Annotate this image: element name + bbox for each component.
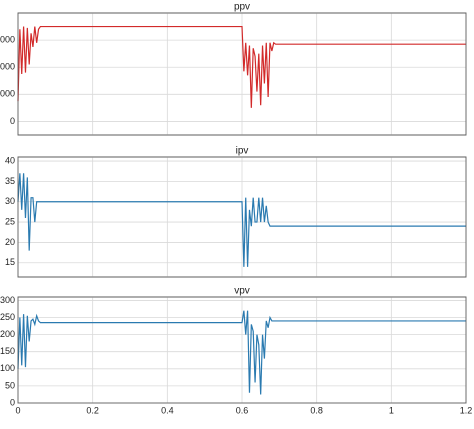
y-tick-label: 40 <box>5 155 15 165</box>
y-tick-label: 2000 <box>0 89 15 99</box>
x-tick-label: 0.6 <box>236 405 249 415</box>
y-tick-label: 50 <box>5 380 15 390</box>
y-tick-label: 30 <box>5 196 15 206</box>
y-tick-label: 300 <box>0 295 15 305</box>
data-line <box>17 25 466 108</box>
chart-title: ppv <box>234 2 250 13</box>
x-tick-label: 0 <box>15 405 20 415</box>
plot-border <box>17 12 467 136</box>
y-tick-label: 6000 <box>0 34 15 44</box>
chart-title: ipv <box>236 146 249 157</box>
y-tick-label: 200 <box>0 329 15 339</box>
x-tick-label: 1 <box>389 405 394 415</box>
y-tick-label: 0 <box>10 116 15 126</box>
y-tick-label: 150 <box>0 346 15 356</box>
y-tick-label: 100 <box>0 363 15 373</box>
plot-border <box>17 156 467 278</box>
y-tick-label: 15 <box>5 257 15 267</box>
y-tick-label: 4000 <box>0 62 15 72</box>
x-tick-label: 0.4 <box>161 405 174 415</box>
x-tick-label: 1.2 <box>460 405 473 415</box>
x-tick-label: 0.8 <box>310 405 323 415</box>
y-tick-label: 25 <box>5 216 15 226</box>
y-tick-label: 250 <box>0 312 15 322</box>
x-tick-label: 0.2 <box>86 405 99 415</box>
y-tick-label: 0 <box>10 397 15 407</box>
y-tick-label: 35 <box>5 176 15 186</box>
data-line <box>17 310 466 395</box>
plot-border <box>17 296 467 404</box>
chart-title: vpv <box>234 286 250 297</box>
y-tick-label: 20 <box>5 237 15 247</box>
data-line <box>17 173 466 267</box>
